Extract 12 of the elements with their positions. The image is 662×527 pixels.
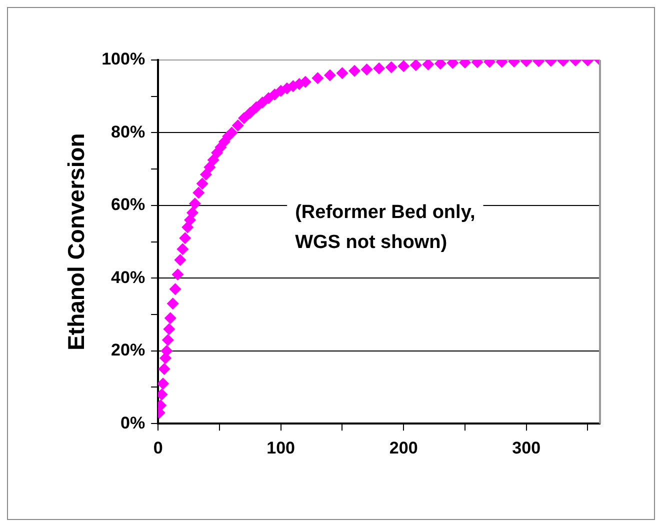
y-axis-title: Ethanol Conversion (63, 133, 90, 350)
x-tick-label: 300 (512, 438, 541, 458)
y-tick-label: 100% (102, 50, 146, 69)
x-tick-label: 100 (266, 438, 296, 458)
annotation: (Reformer Bed only, WGS not shown) (295, 202, 476, 253)
y-tick-label: 80% (111, 122, 146, 142)
y-tick-label: 40% (111, 268, 146, 287)
x-tick-label: 0 (153, 438, 163, 458)
x-tick-label: 200 (389, 438, 418, 458)
y-tick-label: 60% (111, 195, 146, 214)
y-tick-label: 0% (120, 413, 146, 432)
y-tick-label: 20% (111, 340, 146, 360)
